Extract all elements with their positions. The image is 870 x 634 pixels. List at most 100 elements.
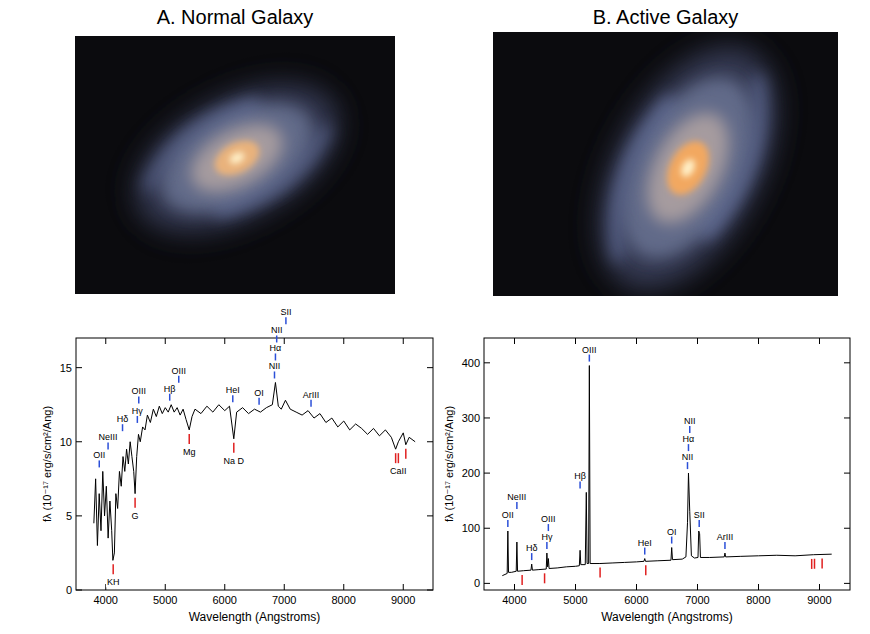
emission-line-label: OII	[93, 450, 105, 460]
plot-area	[502, 366, 831, 576]
spiral-arm	[679, 76, 792, 242]
emission-line-tick	[689, 426, 691, 433]
emission-line-label: ArIII	[717, 532, 734, 542]
x-tick	[819, 584, 820, 590]
x-tick	[403, 338, 404, 344]
emission-line-label: Hδ	[117, 414, 129, 424]
emission-line-tick	[122, 424, 124, 431]
y-axis-title: fλ (10⁻¹⁷ erg/s/cm²/Ang)	[443, 406, 455, 522]
galaxy-light	[659, 134, 718, 202]
y-tick	[484, 417, 490, 418]
x-tick-label: 9000	[391, 594, 415, 606]
line-annotations: OIINeIIIHδHγOIIIHβOIIIHeIOINIIHαNIISIIAr…	[93, 307, 407, 587]
axes: 400050006000700080009000051015Wavelength…	[41, 338, 433, 624]
emission-line-label: OII	[502, 510, 514, 520]
emission-line-tick	[688, 444, 690, 451]
y-tick	[76, 367, 82, 368]
y-tick	[844, 362, 850, 363]
x-tick-label: 8000	[332, 594, 356, 606]
label-patch	[131, 511, 140, 521]
y-tick-label: 200	[462, 467, 480, 479]
x-tick	[284, 584, 285, 590]
label-patch	[223, 456, 246, 466]
emission-line-tick	[274, 371, 276, 378]
galaxy	[112, 53, 363, 262]
absorption-line-tick	[395, 453, 397, 463]
emission-line-tick	[644, 548, 646, 555]
emission-line-tick	[589, 355, 591, 362]
emission-line-tick	[232, 395, 234, 402]
x-tick	[636, 584, 637, 590]
y-tick-label: 10	[60, 436, 72, 448]
y-tick	[484, 473, 490, 474]
x-tick	[758, 584, 759, 590]
x-tick	[575, 338, 576, 344]
y-tick	[844, 583, 850, 584]
emission-line-tick	[698, 520, 700, 527]
x-tick	[697, 338, 698, 344]
emission-line-tick	[276, 335, 278, 342]
emission-line-tick	[138, 396, 140, 403]
emission-line-tick	[275, 353, 277, 360]
emission-line-tick	[579, 481, 581, 488]
absorption-line-label: CaII	[390, 466, 407, 476]
plot-area	[94, 382, 415, 560]
spiral-arm	[585, 94, 698, 260]
x-tick	[165, 338, 166, 344]
absorption-line-tick	[112, 564, 114, 574]
emission-line-tick	[178, 376, 180, 383]
y-tick	[484, 583, 490, 584]
emission-line-tick	[724, 542, 726, 549]
y-tick-label: 15	[60, 362, 72, 374]
galaxy-light	[678, 157, 698, 180]
line-annotations: OIINeIIIHδHγOIIIHβOIIIHeIOINIIHαNIISIIAr…	[502, 345, 822, 585]
absorption-line-tick	[233, 443, 235, 453]
galaxy-light	[562, 32, 813, 296]
galaxy-image	[75, 36, 395, 294]
panel-title: B. Active Galaxy	[593, 6, 739, 28]
emission-line-label: ArIII	[303, 390, 320, 400]
absorption-line-tick	[405, 449, 407, 459]
absorption-line-tick	[599, 568, 601, 578]
x-tick-label: 5000	[153, 594, 177, 606]
emission-line-label: SII	[694, 510, 705, 520]
emission-line-label: HeI	[638, 538, 652, 548]
y-tick	[76, 515, 82, 516]
emission-line-label: Hγ	[541, 532, 552, 542]
emission-line-label: NII	[682, 452, 694, 462]
y-tick	[844, 528, 850, 529]
x-tick	[343, 584, 344, 590]
x-tick-label: 7000	[272, 594, 296, 606]
emission-line-label: NII	[271, 325, 283, 335]
emission-line-label: OI	[667, 527, 677, 537]
absorption-line-tick	[398, 453, 400, 463]
emission-line-label: NeIII	[99, 432, 118, 442]
galaxy-light	[209, 133, 265, 182]
absorption-line-tick	[521, 575, 523, 585]
emission-line-tick	[516, 502, 518, 509]
x-tick	[403, 584, 404, 590]
emission-line-label: NII	[684, 416, 696, 426]
absorption-line-tick	[188, 434, 190, 444]
galaxy	[562, 32, 813, 296]
y-axis-title: fλ (10⁻¹⁷ erg/s/cm²/Ang)	[41, 406, 53, 522]
plot-frame	[484, 338, 850, 590]
emission-line-tick	[671, 537, 673, 544]
y-tick	[844, 417, 850, 418]
absorption-line-tick	[645, 565, 647, 575]
emission-line-tick	[285, 317, 287, 324]
panel-title: A. Normal Galaxy	[157, 6, 314, 28]
x-tick-label: 7000	[685, 594, 709, 606]
absorption-line-label: G	[132, 511, 139, 521]
y-tick	[427, 515, 433, 516]
x-tick	[636, 338, 637, 344]
emission-line-label: OI	[254, 388, 264, 398]
x-tick	[105, 338, 106, 344]
spectrum-line	[502, 366, 831, 576]
x-tick	[165, 584, 166, 590]
y-tick-label: 300	[462, 412, 480, 424]
x-tick-label: 9000	[807, 594, 831, 606]
label-patch	[182, 447, 197, 457]
x-tick-label: 5000	[563, 594, 587, 606]
emission-line-label: OIII	[171, 366, 186, 376]
